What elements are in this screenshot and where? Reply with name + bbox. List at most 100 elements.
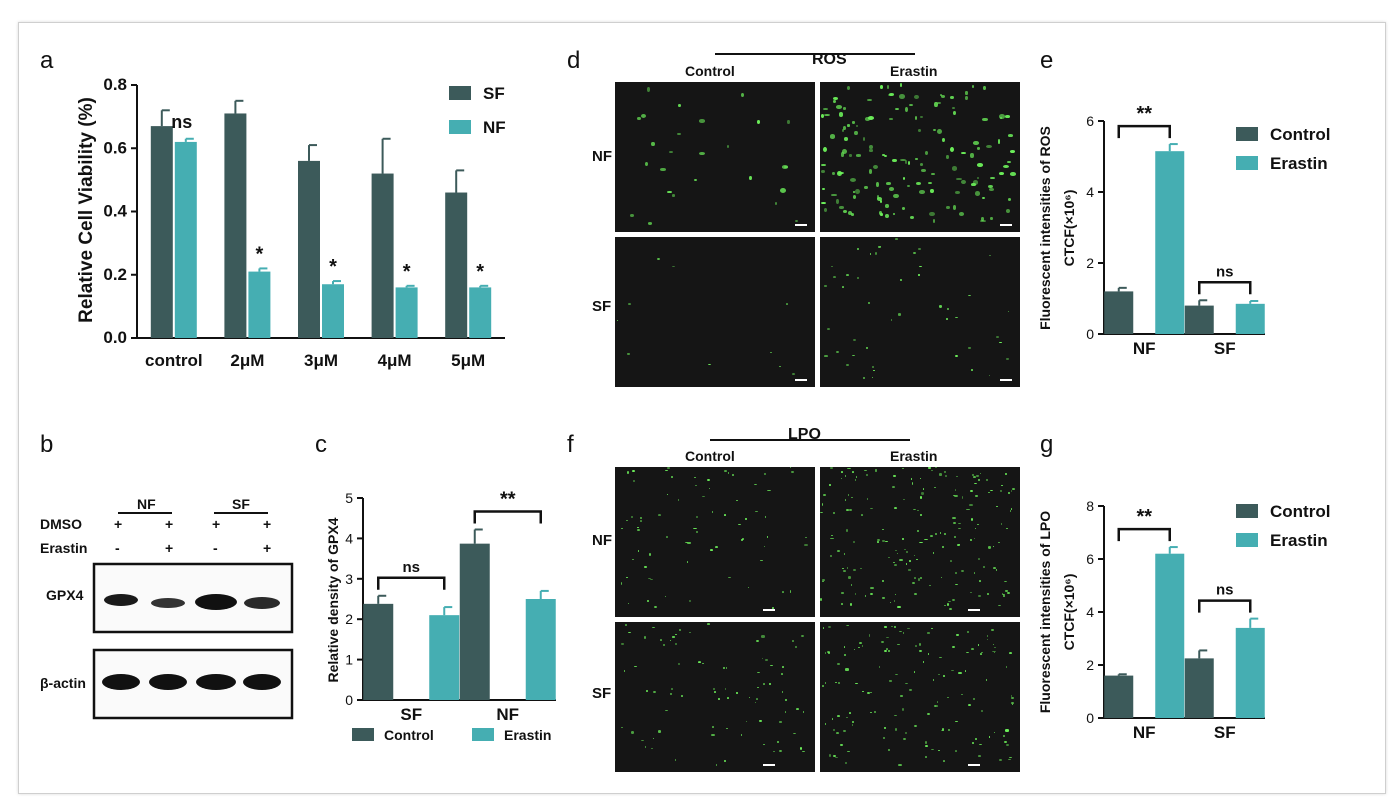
fluorescent-spot xyxy=(952,598,955,601)
micro-f-row-nf: NF xyxy=(592,532,612,549)
fluorescent-spot xyxy=(857,646,860,648)
fluorescent-spot xyxy=(785,303,789,305)
annotation-e: ns xyxy=(1216,263,1234,280)
fluorescent-spot xyxy=(843,654,846,657)
fluorescent-spot xyxy=(977,478,980,482)
fluorescent-spot xyxy=(757,672,760,674)
fluorescent-spot xyxy=(681,695,684,698)
y-axis-label2-e: CTCF(×10⁶) xyxy=(1061,190,1077,267)
fluorescent-spot xyxy=(921,492,924,495)
fluorescent-spot xyxy=(974,538,976,540)
fluorescent-spot xyxy=(987,184,993,189)
fluorescent-spot xyxy=(927,632,931,634)
fluorescent-spot xyxy=(653,691,657,694)
fluorescent-spot xyxy=(1003,741,1007,744)
fluorescent-spot xyxy=(892,475,897,477)
fluorescent-spot xyxy=(970,153,974,158)
fluorescent-spot xyxy=(747,586,750,588)
fluorescent-spot xyxy=(887,749,891,751)
x-tick-label-g: NF xyxy=(1133,723,1156,742)
fluorescent-spot xyxy=(830,537,834,540)
panel-label-c: c xyxy=(315,431,327,458)
western-blot: NF SF DMSO Erastin + + + + - + - + GPX4 … xyxy=(40,496,294,720)
fluorescent-spot xyxy=(1001,523,1003,526)
fluorescent-spot xyxy=(620,528,623,530)
micro-f-col-erastin: Erastin xyxy=(890,448,937,464)
fluorescent-spot xyxy=(870,711,872,713)
fluorescent-spot xyxy=(695,484,698,487)
fluorescent-spot xyxy=(847,576,851,579)
fluorescent-spot xyxy=(765,659,768,662)
fluorescent-spot xyxy=(848,711,852,714)
fluorescent-spot xyxy=(766,536,769,539)
y-axis-label-a: Relative Cell Viability (%) xyxy=(76,97,97,323)
fluorescent-spot xyxy=(894,728,898,731)
fluorescent-spot xyxy=(650,578,654,580)
fluorescent-spot xyxy=(626,577,628,579)
fluorescent-spot xyxy=(851,721,855,723)
fluorescent-spot xyxy=(907,569,912,571)
fluorescent-spot xyxy=(711,510,714,513)
fluorescent-spot xyxy=(905,160,908,164)
fluorescent-spot xyxy=(904,732,907,735)
fluorescent-spot xyxy=(627,603,630,605)
bar-a-nf xyxy=(395,287,418,338)
fluorescent-spot xyxy=(829,134,836,139)
fluorescent-spot xyxy=(820,169,825,174)
fluorescent-spot xyxy=(677,132,682,135)
fluorescent-spot xyxy=(956,634,959,636)
fluorescent-spot xyxy=(846,566,849,570)
bar-a-sf xyxy=(224,113,247,339)
fluorescent-spot xyxy=(1005,729,1009,732)
fluorescent-spot xyxy=(913,509,917,511)
fluorescent-spot xyxy=(737,523,741,526)
fluorescent-spot xyxy=(889,680,892,682)
fluorescent-spot xyxy=(976,147,981,151)
fluorescent-spot xyxy=(1010,695,1013,698)
wb-row-erastin: Erastin xyxy=(40,540,87,556)
fluorescent-spot xyxy=(1006,743,1009,747)
legend-label-c: Erastin xyxy=(504,727,551,743)
fluorescent-spot xyxy=(646,599,650,603)
fluorescent-spot xyxy=(1002,164,1009,168)
fluorescent-spot xyxy=(894,714,897,717)
fluorescent-spot xyxy=(966,508,970,511)
fluorescent-spot xyxy=(947,307,949,311)
fluorescent-spot xyxy=(648,553,652,556)
fluorescent-spot xyxy=(842,107,846,110)
fluorescent-spot xyxy=(940,729,944,732)
fluorescent-spot xyxy=(822,581,825,583)
fluorescent-spot xyxy=(868,149,874,152)
fluorescent-spot xyxy=(853,568,856,571)
fluorescent-spot xyxy=(666,467,670,470)
fluorescent-spot xyxy=(843,209,848,213)
fluorescent-spot xyxy=(671,266,676,268)
fluorescent-spot xyxy=(744,518,748,520)
fluorescent-spot xyxy=(840,592,844,594)
fluorescent-spot xyxy=(866,473,868,476)
fluorescent-spot xyxy=(687,542,691,544)
fluorescent-spot xyxy=(956,475,959,478)
fluorescent-spot xyxy=(997,605,1002,607)
fluorescent-spot xyxy=(854,592,856,595)
bar-a-sf xyxy=(298,160,320,338)
fluorescent-spot xyxy=(758,720,762,722)
fluorescent-spot xyxy=(770,664,774,667)
y-tick-label-a: 0.0 xyxy=(103,328,127,347)
fluorescent-spot xyxy=(894,507,897,509)
fluorescent-spot xyxy=(884,214,889,219)
fluorescent-spot xyxy=(634,665,637,668)
fluorescent-spot xyxy=(841,603,844,605)
fluorescent-spot xyxy=(902,708,904,711)
fluorescent-spot xyxy=(845,716,849,718)
fluorescent-spot xyxy=(973,572,975,574)
fluorescent-spot xyxy=(823,285,827,287)
fluorescent-spot xyxy=(953,495,955,497)
legend-label-e: Erastin xyxy=(1270,154,1328,173)
fluorescent-spot xyxy=(975,475,979,477)
fluorescent-spot xyxy=(869,507,873,510)
fluorescent-spot xyxy=(780,188,787,193)
micro-f-row-sf: SF xyxy=(592,685,612,702)
fluorescent-spot xyxy=(894,563,897,567)
legend-swatch-a xyxy=(449,120,471,134)
